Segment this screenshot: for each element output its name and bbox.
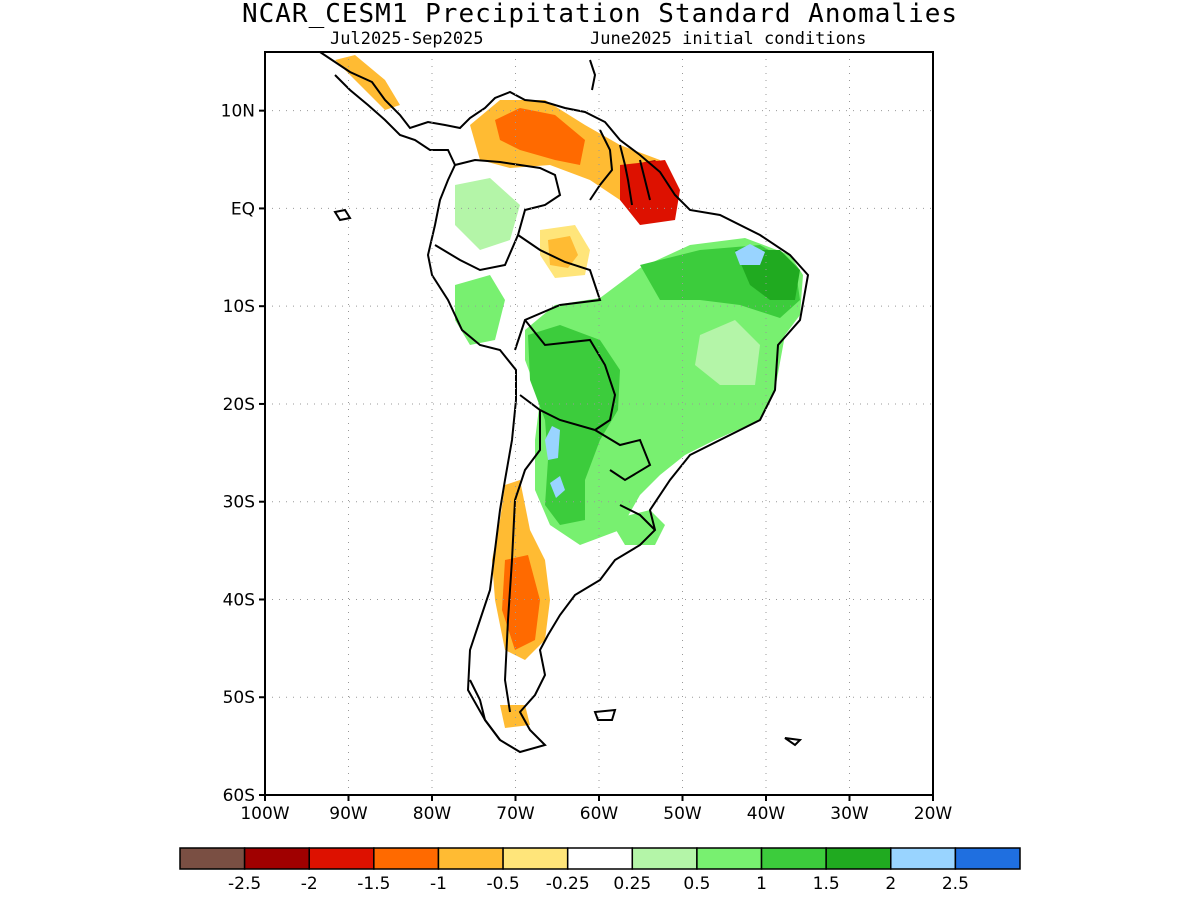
lon-tick-label: 30W <box>830 804 869 824</box>
dry-region-amazon-light <box>548 236 578 268</box>
wet-region-northeast-blue <box>735 244 765 265</box>
latitude-axis: 10N EQ 10S 20S 30S 40S 50S 60S <box>221 102 265 806</box>
longitude-axis: 100W 90W 80W 70W 60W 50W 40W 30W 20W <box>240 795 952 824</box>
lon-tick-label: 50W <box>663 804 702 824</box>
lat-tick-label: 50S <box>223 688 255 708</box>
initial-conditions: June2025 initial conditions <box>590 29 867 49</box>
dry-region-patagonia-light <box>500 705 530 728</box>
lon-tick-label: 70W <box>496 804 535 824</box>
colorbar-swatch <box>825 847 892 870</box>
dry-region-venezuela-moderate <box>495 108 585 165</box>
lat-tick-label: 20S <box>223 395 255 415</box>
lon-tick-label: 20W <box>914 804 953 824</box>
colorbar-label: -0.25 <box>546 874 590 894</box>
colorbar-label: 1 <box>756 874 767 894</box>
colorbar-swatch <box>179 847 246 870</box>
lat-tick-label: 10N <box>221 102 255 122</box>
anomaly-fields <box>335 55 803 728</box>
colorbar-swatch <box>696 847 763 870</box>
colorbar-label: 2.5 <box>942 874 969 894</box>
lat-tick-label: 30S <box>223 493 255 513</box>
colorbar-label: -1.5 <box>357 874 390 894</box>
lat-tick-label: EQ <box>231 199 255 219</box>
colorbar: -2.5 -2 -1.5 -1 -0.5 -0.25 0.25 0.5 1 1.5 2 2.5 <box>179 847 1021 894</box>
lat-tick-label: 40S <box>223 590 255 610</box>
colorbar-swatch <box>373 847 440 870</box>
colorbar-swatch <box>437 847 504 870</box>
wet-region-bahia-weak <box>695 320 760 385</box>
colorbar-swatch <box>954 847 1021 870</box>
colorbar-label: 0.5 <box>683 874 710 894</box>
colorbar-label: 1.5 <box>813 874 840 894</box>
lon-tick-label: 40W <box>747 804 786 824</box>
colorbar-label: 0.25 <box>613 874 651 894</box>
colorbar-label: -2 <box>301 874 318 894</box>
map-title: NCAR_CESM1 Precipitation Standard Anomal… <box>241 0 959 29</box>
colorbar-swatch <box>308 847 375 870</box>
colorbar-swatch <box>890 847 957 870</box>
colorbar-label: -0.5 <box>486 874 519 894</box>
dry-region-central-america <box>335 55 400 110</box>
wet-region-argentina-blue <box>550 476 565 498</box>
lat-tick-label: 60S <box>223 786 255 806</box>
lon-tick-label: 60W <box>580 804 619 824</box>
wet-region-chaco-blue <box>545 426 560 460</box>
forecast-period: Jul2025-Sep2025 <box>330 29 484 49</box>
colorbar-label: 2 <box>885 874 896 894</box>
wet-region-peru-light <box>455 275 505 345</box>
colorbar-swatch <box>760 847 827 870</box>
wet-region-brazil-light <box>525 238 803 545</box>
colorbar-swatch <box>502 847 569 870</box>
colorbar-label: -2.5 <box>228 874 261 894</box>
colorbar-swatch <box>566 847 634 870</box>
colorbar-label: -1 <box>430 874 447 894</box>
colorbar-swatch <box>243 847 310 870</box>
lon-tick-label: 100W <box>240 804 289 824</box>
coastline <box>319 51 810 754</box>
lon-tick-label: 90W <box>329 804 368 824</box>
colorbar-swatch <box>631 847 698 870</box>
wet-region-colombia-light <box>455 178 520 250</box>
lat-tick-label: 10S <box>223 297 255 317</box>
lon-tick-label: 80W <box>413 804 452 824</box>
